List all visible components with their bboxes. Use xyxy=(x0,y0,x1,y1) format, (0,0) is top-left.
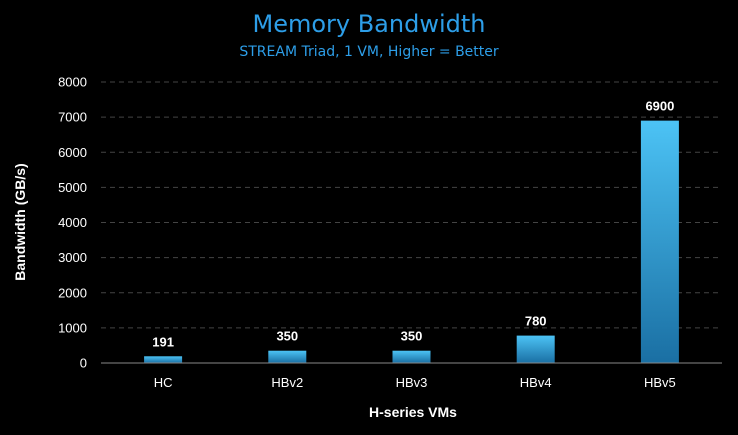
y-axis-ticks: 0 1000 2000 3000 4000 5000 6000 7000 8000 xyxy=(58,75,87,371)
y-tick-label: 7000 xyxy=(58,110,87,125)
gridlines xyxy=(101,81,722,329)
data-label: 6900 xyxy=(645,99,674,114)
y-tick-label: 4000 xyxy=(58,215,87,230)
y-tick-label: 1000 xyxy=(58,320,87,335)
bar-hbv2 xyxy=(268,350,307,363)
y-tick-label: 0 xyxy=(80,356,87,371)
y-tick-label: 8000 xyxy=(58,75,87,90)
x-axis-ticks: HC HBv2 HBv3 HBv4 HBv5 xyxy=(154,375,676,390)
x-axis-label: H-series VMs xyxy=(369,404,457,420)
bar-hc xyxy=(144,356,183,363)
x-tick-label: HBv5 xyxy=(644,375,676,390)
bar-hbv3 xyxy=(392,350,431,363)
chart-title: Memory Bandwidth xyxy=(252,10,485,38)
y-tick-label: 2000 xyxy=(58,285,87,300)
y-tick-label: 5000 xyxy=(58,180,87,195)
data-label: 350 xyxy=(401,329,423,344)
y-tick-label: 6000 xyxy=(58,145,87,160)
y-axis-label: Bandwidth (GB/s) xyxy=(12,163,28,280)
bar-hbv5 xyxy=(640,120,679,363)
x-tick-label: HBv2 xyxy=(271,375,303,390)
data-label: 780 xyxy=(525,314,547,329)
x-tick-label: HC xyxy=(154,375,173,390)
chart-subtitle: STREAM Triad, 1 VM, Higher = Better xyxy=(239,44,499,60)
data-label: 350 xyxy=(276,329,298,344)
bars: 191 350 350 780 6900 xyxy=(144,99,679,363)
x-tick-label: HBv4 xyxy=(520,375,552,390)
bar-hbv4 xyxy=(516,335,555,363)
x-tick-label: HBv3 xyxy=(396,375,428,390)
data-label: 191 xyxy=(152,334,174,349)
y-tick-label: 3000 xyxy=(58,250,87,265)
